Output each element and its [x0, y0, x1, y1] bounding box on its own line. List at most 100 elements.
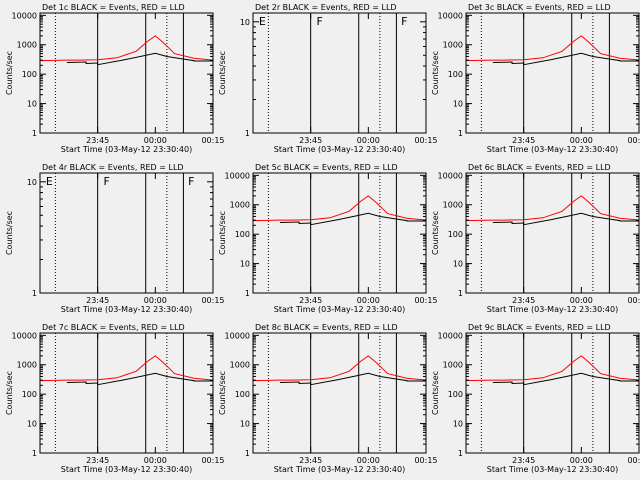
- x-tick-label: 23:45: [299, 456, 322, 465]
- x-tick-label: 00:15: [414, 456, 437, 465]
- x-axis-label-prefix: Start Time: [274, 465, 316, 474]
- marker-lines: [480, 13, 610, 133]
- x-axis-label: Start Time (03-May-12 23:30:40): [487, 305, 618, 314]
- x-tick-label: 00:00: [570, 456, 593, 465]
- lld-series-line: [466, 355, 639, 382]
- x-axis-label-prefix: Start Time: [61, 465, 103, 474]
- marker-lines: [480, 333, 610, 453]
- axes-frame: [465, 12, 640, 134]
- x-axis-label: Start Time (03-May-12 23:30:40): [274, 145, 405, 154]
- events-series-line: [66, 52, 213, 66]
- x-axis-label-start-time: (03-May-12 23:30:40): [528, 305, 618, 314]
- flag-label: F: [401, 15, 407, 28]
- series-group: [466, 35, 639, 66]
- detector-panel-5: Det 5c BLACK = Events, RED = LLD 1 10 100 10…: [218, 163, 438, 314]
- axes-frame: [39, 172, 214, 294]
- x-tick-label: 23:45: [512, 136, 535, 145]
- x-tick-label: 00:15: [201, 296, 224, 305]
- y-tick-label: 10000: [438, 171, 463, 180]
- y-tick-label: 10000: [225, 331, 250, 340]
- y-tick-label: 100: [448, 390, 463, 399]
- series-group: [466, 355, 639, 386]
- y-axis-label: Counts/sec: [5, 211, 14, 255]
- y-axis-label: Counts/sec: [218, 371, 227, 415]
- flag-label: E: [259, 15, 266, 28]
- x-tick-label: 23:45: [299, 136, 322, 145]
- flag-label: F: [188, 175, 194, 188]
- marker-lines: [267, 333, 397, 453]
- y-axis-label: Counts/sec: [431, 211, 440, 255]
- x-tick-label: 00:15: [414, 136, 437, 145]
- y-axis-label: Counts/sec: [218, 211, 227, 255]
- x-tick-label: 00:00: [357, 136, 380, 145]
- x-axis-label-start-time: (03-May-12 23:30:40): [315, 145, 405, 154]
- y-tick-label: 1: [245, 449, 250, 458]
- panel-title: Det 1c BLACK = Events, RED = LLD: [42, 3, 185, 12]
- y-tick-label: 10: [240, 420, 250, 429]
- marker-lines: [480, 173, 610, 293]
- y-tick-label: 100: [22, 390, 37, 399]
- y-tick-label: 1000: [443, 201, 463, 210]
- lld-series-line: [253, 355, 426, 382]
- x-tick-label: 00:00: [357, 296, 380, 305]
- panel-title: Det 8c BLACK = Events, RED = LLD: [255, 323, 398, 332]
- events-series-line: [492, 372, 639, 386]
- marker-lines: [54, 13, 184, 133]
- y-tick-label: 10: [27, 420, 37, 429]
- y-tick-label: 100: [448, 230, 463, 239]
- x-tick-label: 00:15: [201, 456, 224, 465]
- x-axis-label: Start Time (03-May-12 23:30:40): [274, 305, 405, 314]
- x-tick-label: 00:15: [627, 296, 640, 305]
- panel-title: Det 7c BLACK = Events, RED = LLD: [42, 323, 185, 332]
- lld-series-line: [253, 195, 426, 222]
- y-tick-label: 1: [245, 289, 250, 298]
- events-series-line: [279, 372, 426, 386]
- y-tick-label: 1: [458, 289, 463, 298]
- x-axis-label-prefix: Start Time: [487, 145, 529, 154]
- axes-frame: [252, 332, 427, 454]
- y-tick-label: 1000: [17, 41, 37, 50]
- x-tick-label: 23:45: [512, 456, 535, 465]
- x-axis-label: Start Time (03-May-12 23:30:40): [61, 145, 192, 154]
- x-axis-label-prefix: Start Time: [61, 145, 103, 154]
- y-tick-label: 1: [32, 289, 37, 298]
- marker-lines: [54, 173, 184, 293]
- x-tick-label: 00:00: [357, 456, 380, 465]
- y-tick-label: 1000: [443, 41, 463, 50]
- lld-series-line: [40, 35, 213, 62]
- x-tick-label: 00:00: [144, 296, 167, 305]
- y-tick-label: 10000: [225, 171, 250, 180]
- panel-title: Det 5c BLACK = Events, RED = LLD: [255, 163, 398, 172]
- flag-label: E: [46, 175, 53, 188]
- panel-title: Det 9c BLACK = Events, RED = LLD: [468, 323, 611, 332]
- y-tick-label: 10: [27, 100, 37, 109]
- y-tick-label: 1000: [443, 361, 463, 370]
- x-axis-label: Start Time (03-May-12 23:30:40): [61, 465, 192, 474]
- y-tick-label: 10000: [438, 331, 463, 340]
- events-series-line: [492, 52, 639, 66]
- y-axis-label: Counts/sec: [5, 51, 14, 95]
- x-tick-label: 00:00: [570, 296, 593, 305]
- lld-series-line: [40, 355, 213, 382]
- x-tick-label: 00:15: [627, 136, 640, 145]
- y-tick-label: 1000: [230, 201, 250, 210]
- panel-title: Det 2r BLACK = Events, RED = LLD: [255, 3, 397, 12]
- axes-frame: [39, 332, 214, 454]
- marker-lines: [267, 173, 397, 293]
- y-tick-label: 10: [240, 260, 250, 269]
- axes-frame: [252, 12, 427, 134]
- series-group: [40, 35, 213, 66]
- x-axis-label-start-time: (03-May-12 23:30:40): [102, 305, 192, 314]
- x-tick-label: 00:00: [144, 136, 167, 145]
- y-tick-label: 1: [32, 129, 37, 138]
- x-tick-label: 00:15: [201, 136, 224, 145]
- x-axis-label-start-time: (03-May-12 23:30:40): [528, 145, 618, 154]
- y-tick-label: 10: [453, 420, 463, 429]
- x-tick-label: 23:45: [86, 136, 109, 145]
- y-tick-label: 10000: [12, 331, 37, 340]
- events-series-line: [66, 372, 213, 386]
- axes-frame: [39, 12, 214, 134]
